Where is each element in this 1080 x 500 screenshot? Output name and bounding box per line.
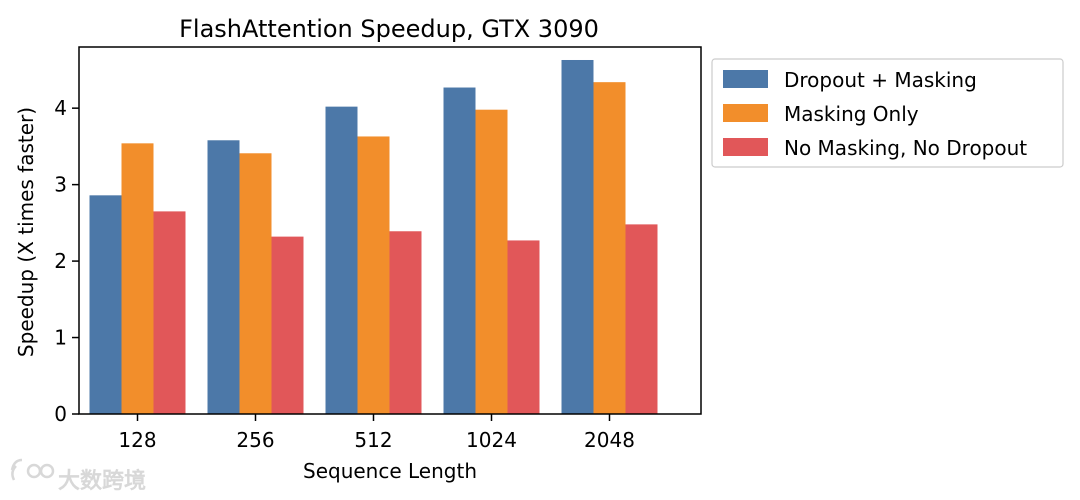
x-tick-label: 128 [118,428,156,452]
y-tick-label: 1 [54,326,67,350]
bar-no-masking-no-dropout-2048 [625,224,658,414]
bar-no-masking-no-dropout-1024 [507,240,540,414]
y-tick-label: 3 [54,173,67,197]
x-tick-label: 2048 [584,428,635,452]
bar-no-masking-no-dropout-256 [271,236,304,414]
chart-title: FlashAttention Speedup, GTX 3090 [179,15,599,43]
bar-masking-only-2048 [593,82,626,414]
bar-dropout-masking-512 [325,106,358,414]
legend-swatch [723,138,768,156]
legend-swatch [723,104,768,122]
bar-masking-only-512 [357,136,390,415]
watermark: 大数跨境 [10,458,146,494]
legend-label: No Masking, No Dropout [784,136,1027,160]
legend-swatch [723,70,768,88]
y-axis-title: Speedup (X times faster) [14,107,38,357]
bar-masking-only-1024 [475,109,508,414]
x-axis: 128 256 512 1024 2048 [118,414,635,452]
plot-frame [78,46,702,415]
y-axis: 0 1 2 3 4 [54,96,79,426]
bars-group [89,59,658,415]
x-tick-label: 512 [354,428,392,452]
watermark-logo-icon [10,458,55,481]
bar-dropout-masking-256 [207,140,240,414]
legend: Dropout + Masking Masking Only No Masking,… [711,58,1064,168]
legend-label: Dropout + Masking [784,68,977,92]
legend-frame [711,58,1064,168]
bar-no-masking-no-dropout-512 [389,231,422,414]
bar-dropout-masking-1024 [443,87,476,414]
y-tick-label: 0 [54,402,67,426]
x-tick-label: 1024 [466,428,517,452]
bar-no-masking-no-dropout-128 [153,211,186,414]
x-tick-label: 256 [236,428,274,452]
watermark-text: 大数跨境 [58,468,146,494]
bar-dropout-masking-128 [89,195,122,414]
y-tick-label: 2 [54,249,67,273]
bar-dropout-masking-2048 [561,59,594,414]
x-axis-title: Sequence Length [303,459,477,483]
bar-masking-only-256 [239,153,272,414]
bar-masking-only-128 [121,143,154,414]
y-tick-label: 4 [54,96,67,120]
legend-label: Masking Only [784,102,919,126]
